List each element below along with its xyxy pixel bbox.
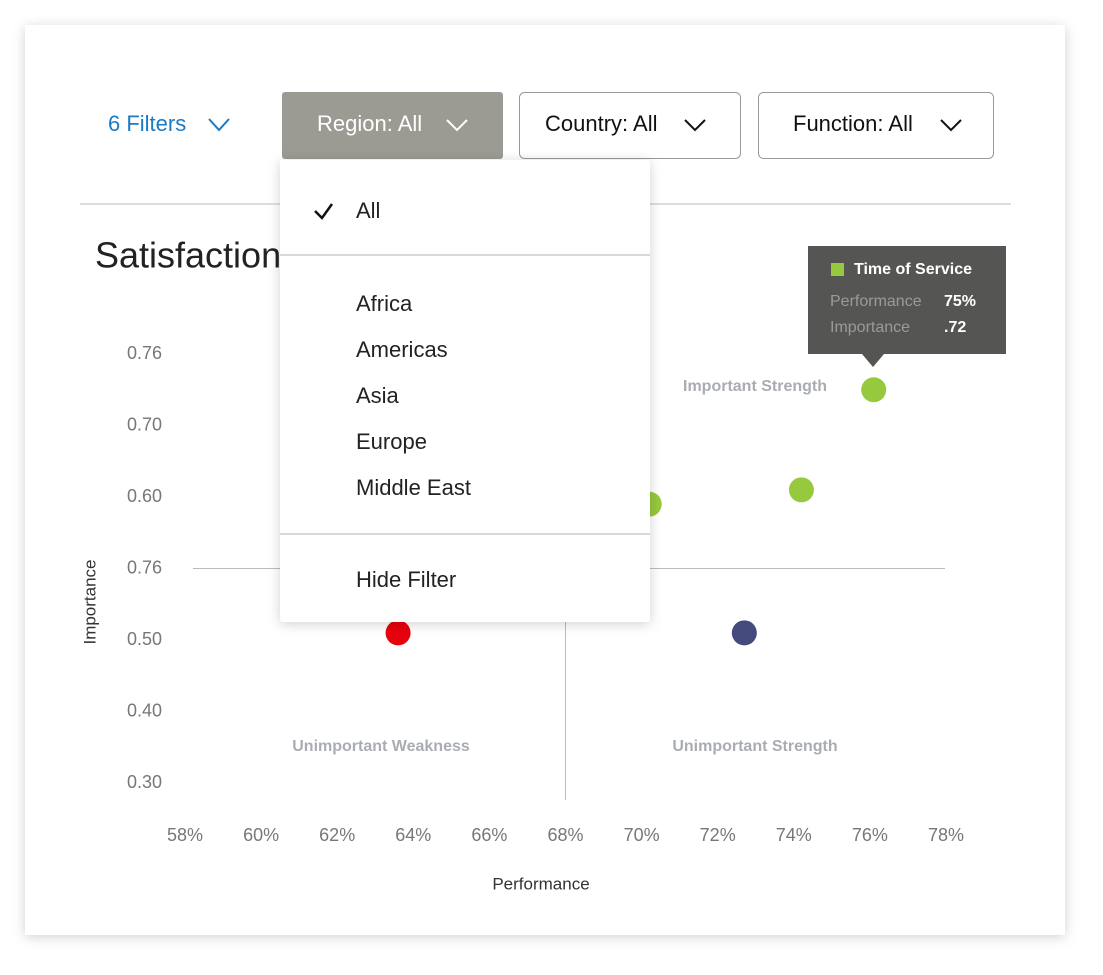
x-tick-label: 66%	[471, 825, 507, 845]
dropdown-option[interactable]: Middle East	[356, 475, 471, 500]
filters-toggle[interactable]: 6 Filters	[108, 111, 186, 136]
chevron	[208, 118, 230, 132]
dropdown-option[interactable]: Africa	[356, 291, 413, 316]
tooltip-pointer	[862, 354, 884, 367]
y-tick-label: 0.50	[127, 629, 162, 649]
y-tick-label: 0.70	[127, 414, 162, 434]
dropdown-option[interactable]: Americas	[356, 337, 448, 362]
quadrant-label: Unimportant Weakness	[292, 738, 470, 755]
x-tick-label: 64%	[395, 825, 431, 845]
tooltip-title: Time of Service	[854, 261, 972, 278]
tooltip-value: 75%	[944, 293, 976, 310]
x-axis-label: Performance	[492, 874, 589, 893]
dropdown-option[interactable]: Asia	[356, 383, 400, 408]
x-tick-label: 74%	[776, 825, 812, 845]
x-tick-label: 76%	[852, 825, 888, 845]
y-tick-label: 0.60	[127, 486, 162, 506]
y-axis-label: Importance	[80, 559, 99, 644]
tooltip-value: .72	[944, 319, 966, 336]
x-tick-label: 62%	[319, 825, 355, 845]
y-tick-label: 0.40	[127, 700, 162, 720]
hide-filter[interactable]: Hide Filter	[356, 567, 456, 592]
quadrant-label: Unimportant Strength	[672, 738, 837, 755]
x-tick-label: 58%	[167, 825, 203, 845]
tooltip-key: Performance	[830, 293, 922, 310]
data-point[interactable]	[731, 620, 757, 646]
region-label[interactable]: Region: All	[317, 111, 422, 136]
y-tick-label: 0.76	[127, 557, 162, 577]
tooltip-key: Importance	[830, 319, 910, 336]
data-point[interactable]	[861, 377, 887, 403]
check-icon	[314, 203, 334, 220]
function-label[interactable]: Function: All	[793, 111, 913, 136]
chevron	[684, 119, 706, 132]
x-tick-label: 72%	[700, 825, 736, 845]
y-tick-label: 0.76	[127, 343, 162, 363]
x-tick-label: 60%	[243, 825, 279, 845]
country-label[interactable]: Country: All	[545, 111, 658, 136]
quadrant-label: Important Strength	[683, 378, 827, 395]
x-tick-label: 70%	[624, 825, 660, 845]
dropdown-option[interactable]: Europe	[356, 429, 427, 454]
chevron	[940, 119, 962, 132]
chart-title: Satisfaction	[95, 235, 281, 276]
tooltip: Time of Service Performance 75% Importan…	[808, 246, 1006, 367]
country-button[interactable]	[519, 92, 741, 159]
plot: 0.76 0.70 0.60 0.76 0.50 0.40 0.30 58% 60% 62% 64%…	[80, 300, 964, 893]
x-tick-label: 68%	[547, 825, 583, 845]
x-tick-label: 78%	[928, 825, 964, 845]
dropdown-option[interactable]: All	[356, 198, 380, 223]
y-tick-label: 0.30	[127, 772, 162, 792]
region-button[interactable]	[282, 92, 503, 159]
function-button[interactable]	[758, 92, 994, 159]
dropdown-panel	[280, 160, 650, 622]
tooltip-swatch	[831, 263, 844, 276]
dropdown: All Hide Filter Africa Americas Asia Europe…	[280, 160, 650, 622]
data-point[interactable]	[385, 620, 411, 646]
chevron	[446, 119, 468, 132]
data-point[interactable]	[788, 477, 814, 503]
